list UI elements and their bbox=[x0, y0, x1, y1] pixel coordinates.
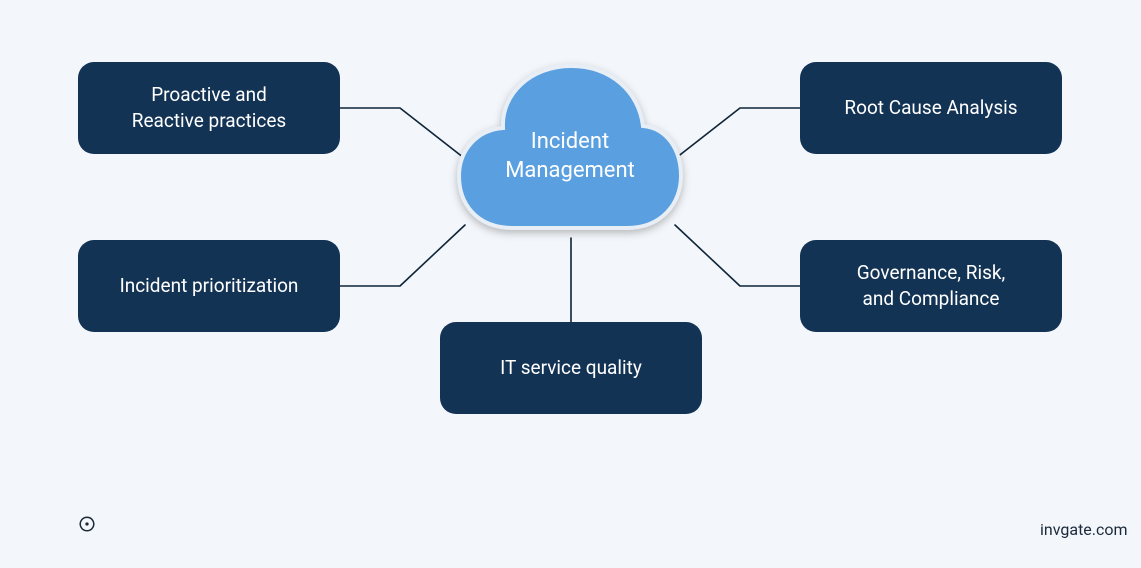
node-prioritize: Incident prioritization bbox=[78, 240, 340, 332]
brand-link-text: invgate.com bbox=[1040, 520, 1128, 539]
brand-logo-icon bbox=[78, 515, 96, 533]
diagram-canvas: IncidentManagement Proactive andReactive… bbox=[0, 0, 1141, 568]
center-cloud-node: IncidentManagement bbox=[455, 58, 685, 238]
node-prioritize-label: Incident prioritization bbox=[120, 273, 299, 299]
node-proactive: Proactive andReactive practices bbox=[78, 62, 340, 154]
node-rootcause-label: Root Cause Analysis bbox=[844, 95, 1017, 121]
node-governance: Governance, Risk,and Compliance bbox=[800, 240, 1062, 332]
center-cloud-label: IncidentManagement bbox=[455, 58, 685, 238]
node-proactive-label: Proactive andReactive practices bbox=[132, 82, 286, 133]
center-cloud-text: IncidentManagement bbox=[505, 128, 635, 185]
node-governance-label: Governance, Risk,and Compliance bbox=[857, 260, 1006, 311]
node-quality-label: IT service quality bbox=[500, 355, 642, 381]
node-quality: IT service quality bbox=[440, 322, 702, 414]
node-rootcause: Root Cause Analysis bbox=[800, 62, 1062, 154]
